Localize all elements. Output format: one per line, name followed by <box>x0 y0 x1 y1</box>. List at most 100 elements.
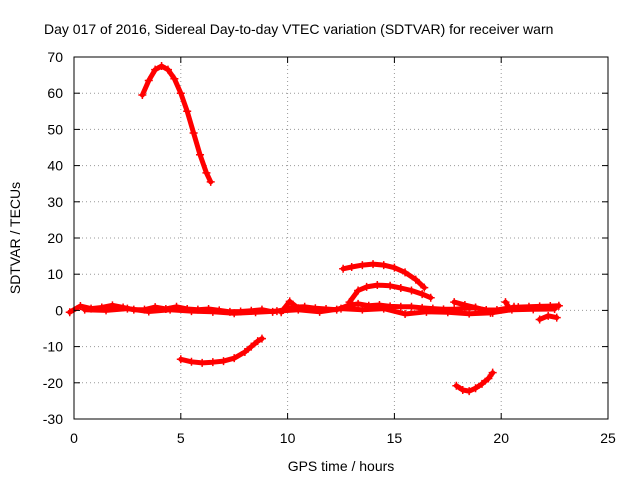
data-point <box>163 65 172 74</box>
data-point <box>189 129 198 138</box>
data-point <box>337 304 345 313</box>
data-point <box>379 304 388 313</box>
data-point <box>484 374 493 383</box>
data-point <box>443 308 452 317</box>
data-point <box>373 281 382 290</box>
data-point <box>535 315 544 324</box>
data-point <box>354 299 363 308</box>
y-tick-label: -20 <box>43 375 63 391</box>
y-tick-label: 20 <box>47 230 63 246</box>
data-point <box>347 262 356 271</box>
data-point <box>401 310 410 319</box>
data-point <box>202 168 211 177</box>
data-point <box>123 304 132 313</box>
data-point <box>208 307 217 316</box>
data-point <box>407 286 416 295</box>
data-point <box>76 302 85 311</box>
data-point <box>401 268 410 277</box>
data-point <box>144 76 153 85</box>
data-point <box>390 263 399 272</box>
data-point <box>510 302 519 311</box>
data-point <box>187 307 196 316</box>
y-axis-label: SDTVAR / TECUs <box>7 182 23 294</box>
data-point <box>102 306 111 315</box>
data-point <box>65 308 74 317</box>
y-tick-label: 40 <box>47 158 63 174</box>
data-point <box>450 298 459 307</box>
x-axis-label: GPS time / hours <box>288 458 395 474</box>
data-point <box>369 260 378 269</box>
data-point <box>477 379 486 388</box>
series-pass-6 <box>450 298 497 317</box>
data-point <box>196 150 205 159</box>
series-pass-5 <box>452 368 497 396</box>
data-point <box>471 303 480 312</box>
data-point <box>379 261 388 270</box>
data-point <box>362 282 371 291</box>
data-point <box>247 342 256 351</box>
data-point <box>138 91 147 100</box>
data-point <box>465 309 474 318</box>
data-point <box>208 358 217 367</box>
series-line <box>178 336 265 366</box>
data-point <box>240 348 249 357</box>
data-point <box>206 177 215 186</box>
data-point <box>176 355 185 364</box>
axis-ticks: 0 5 10 15 20 25 -30 -20 -10 0 10 20 30 40 50 60 70 <box>43 49 616 446</box>
data-point <box>396 283 405 292</box>
data-point <box>257 334 266 343</box>
series-pass-4 <box>345 281 435 307</box>
data-point <box>166 305 175 314</box>
series-baseline-b <box>80 304 559 319</box>
x-tick-label: 25 <box>600 430 616 446</box>
chart-title: Day 017 of 2016, Sidereal Day-to-day VTE… <box>44 21 553 37</box>
data-point <box>550 304 559 313</box>
data-point <box>345 298 354 307</box>
y-tick-label: -10 <box>43 339 63 355</box>
series-pass-3 <box>339 260 429 292</box>
data-point <box>80 305 89 314</box>
data-point <box>230 354 239 363</box>
data-point <box>183 107 192 116</box>
data-point <box>458 386 467 395</box>
data-point <box>157 62 166 71</box>
data-point <box>465 387 474 396</box>
y-tick-label: 70 <box>47 49 63 65</box>
series-line <box>139 63 214 185</box>
data-point <box>285 297 294 306</box>
y-tick-label: -30 <box>43 411 63 427</box>
x-tick-label: 15 <box>387 430 403 446</box>
y-tick-label: 30 <box>47 194 63 210</box>
data-point <box>488 368 497 377</box>
data-point <box>420 283 429 292</box>
y-tick-label: 60 <box>47 85 63 101</box>
data-point <box>396 302 405 311</box>
series-pass-2 <box>176 334 266 367</box>
data-point <box>422 307 431 316</box>
data-point <box>358 305 367 314</box>
y-tick-label: 0 <box>55 302 63 318</box>
data-point <box>339 264 348 273</box>
data-point <box>529 305 538 314</box>
data-point <box>544 311 553 320</box>
data-point <box>251 308 260 317</box>
data-point <box>501 298 510 307</box>
series-pass-7 <box>535 311 561 324</box>
data-point <box>176 89 185 98</box>
y-tick-label: 10 <box>47 266 63 282</box>
data-point <box>151 65 160 74</box>
data-point <box>552 313 561 322</box>
x-tick-label: 5 <box>177 430 185 446</box>
data-point <box>294 304 303 313</box>
data-point <box>198 358 207 367</box>
data-point <box>505 304 514 313</box>
data-point <box>452 381 461 390</box>
data-point <box>411 275 420 284</box>
data-point <box>187 357 196 366</box>
series-pass-1 <box>138 62 215 186</box>
data-series <box>65 62 563 396</box>
data-point <box>407 302 416 311</box>
data-point <box>482 306 491 315</box>
